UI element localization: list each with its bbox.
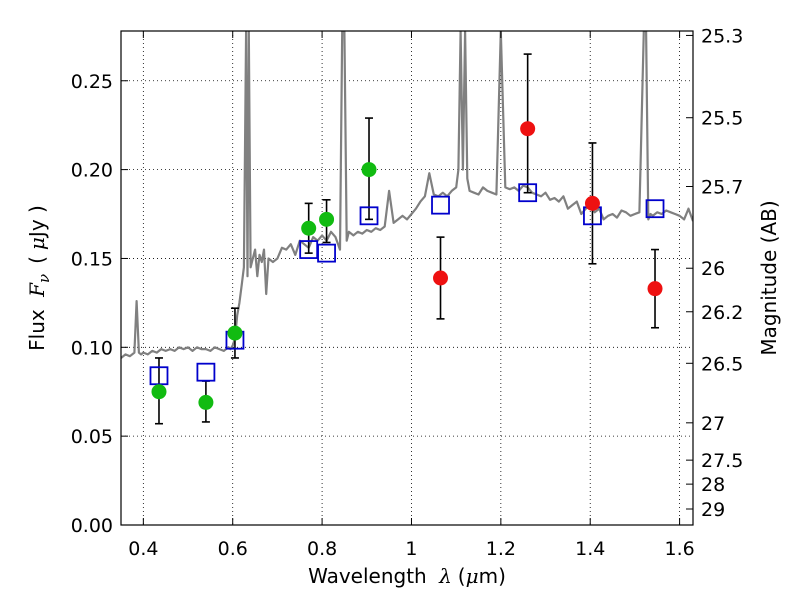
model-photometry-square: [645, 199, 665, 219]
nir-data-point: [520, 121, 536, 137]
x-tick-label: 1.2: [486, 538, 516, 560]
optical-data-point: [198, 394, 214, 410]
model-photometry-square: [518, 183, 538, 203]
plot-frame: [120, 30, 694, 526]
y2-axis-label: Magnitude (AB): [757, 200, 781, 355]
y2-tick-label: 25.5: [701, 108, 743, 130]
model-photometry-square: [317, 243, 336, 263]
x-tick-label: 1: [405, 538, 417, 560]
plot-area: [121, 31, 693, 425]
y2-tick-label: 27.5: [701, 450, 743, 472]
model-photometry-square: [196, 362, 216, 382]
x-tick-label: 0.4: [128, 538, 158, 560]
model-photometry-square: [431, 195, 450, 215]
y-axis-label: Flux Fν ( μJy ): [25, 205, 53, 351]
x-axis-label-symbol: λ: [438, 564, 452, 588]
y-tick-label: 0.15: [71, 248, 113, 270]
optical-data-point: [361, 162, 377, 178]
y-tick-label: 0.20: [71, 160, 113, 182]
x-axis-label-unit-open: (: [458, 564, 466, 588]
x-axis-label-unit-rest: m): [479, 564, 506, 588]
y-tick-label: 0.25: [71, 71, 113, 93]
y-axis-label-text: Flux: [25, 309, 49, 351]
y-axis-label-unit-rest: Jy ): [25, 205, 49, 239]
y-axis-label-unit-open: (: [25, 256, 49, 264]
y2-tick-label: 25.3: [701, 25, 743, 47]
y-tick-label: 0.00: [71, 515, 113, 537]
optical-data-point: [227, 325, 243, 341]
nir-data-point: [433, 270, 449, 286]
optical-data-point: [319, 211, 335, 227]
y2-tick-label: 26.5: [701, 353, 743, 375]
x-axis-label-unit-mu: μ: [466, 564, 479, 588]
y2-tick-label: 26.2: [701, 302, 743, 324]
y-axis-label-unit-mu: μ: [25, 237, 49, 250]
y-axis-label-symbol-sub: ν: [35, 274, 53, 283]
y2-tick-label: 26: [701, 258, 725, 280]
x-axis-label-text: Wavelength: [308, 564, 427, 588]
x-axis-label: Wavelength λ (μm): [308, 564, 506, 588]
y2-tick-label: 28: [701, 474, 725, 496]
y2-tick-label: 29: [701, 499, 725, 521]
nir-data-point: [647, 281, 663, 297]
nir-data-point: [584, 195, 600, 211]
x-tick-label: 0.8: [307, 538, 337, 560]
x-tick-label: 1.6: [664, 538, 694, 560]
optical-data-point: [151, 384, 167, 400]
optical-data-point: [301, 220, 317, 236]
model-photometry-square: [359, 206, 379, 226]
y2-tick-label: 27: [701, 413, 725, 435]
y2-tick-label: 25.7: [701, 176, 743, 198]
axis-ticks: 0.4 0.6 0.8 1 1.2 1.4 1.6 0.00 0.05 0.10 0.15 0.20 0…: [71, 25, 744, 560]
y-tick-label: 0.05: [71, 426, 113, 448]
y-tick-label: 0.10: [71, 337, 113, 359]
x-tick-label: 1.4: [575, 538, 605, 560]
x-tick-label: 0.6: [218, 538, 248, 560]
y-axis-label-symbol: F: [25, 282, 49, 298]
